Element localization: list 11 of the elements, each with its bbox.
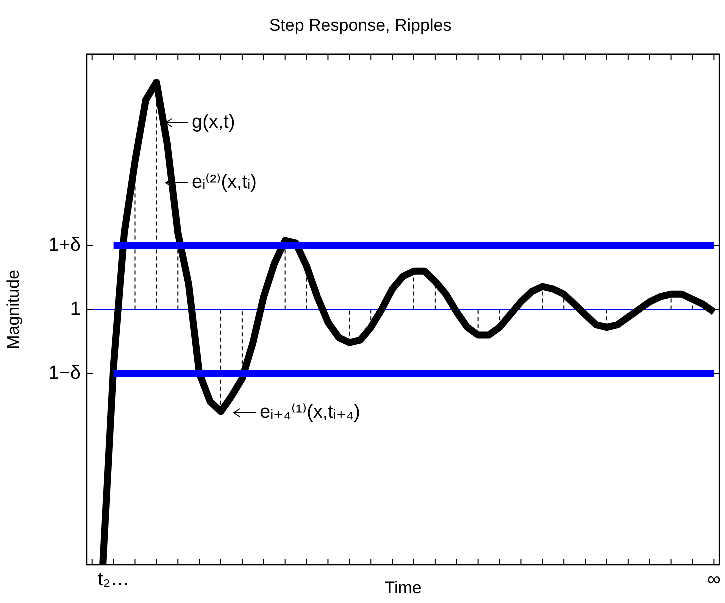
y-tick-label: 1 [70,298,81,320]
annotation: eᵢ⁽²⁾(x,tᵢ) [192,172,257,194]
x-axis-title: Time [384,578,422,598]
annotation: eᵢ₊₄⁽¹⁾(x,tᵢ₊₄) [260,402,360,424]
y-tick-label: 1−δ [48,362,81,384]
chart-title: Step Response, Ripples [269,16,452,35]
x-tick-label: ∞ [707,570,721,591]
y-axis-title: Magnitude [4,270,23,350]
annotation: g(x,t) [192,112,236,134]
y-tick-label: 1+δ [48,235,81,256]
x-tick-label: t₂… [98,570,130,591]
